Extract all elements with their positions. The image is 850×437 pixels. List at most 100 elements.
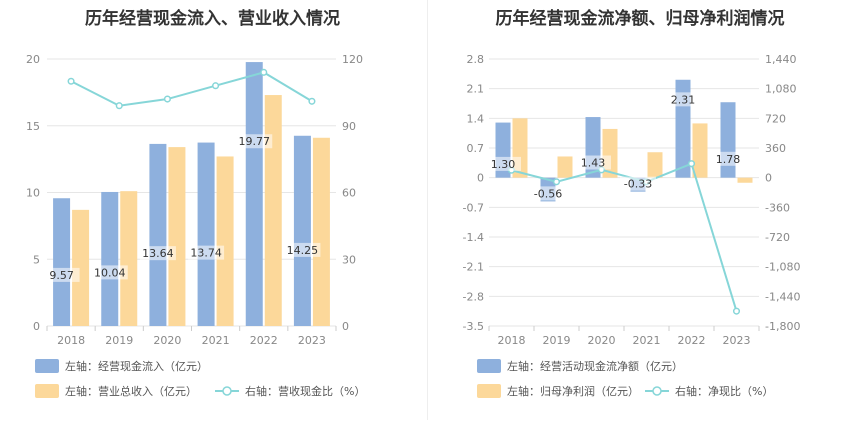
right-bar-label-bg — [710, 151, 746, 166]
right-bar-secondary — [692, 123, 708, 178]
left-left-tick-label: 5 — [33, 253, 40, 266]
left-bar-primary — [245, 62, 263, 327]
right-x-tick-label: 2021 — [633, 334, 661, 347]
right-left-tick-label: 0.7 — [467, 142, 485, 155]
left-legend-line-marker — [222, 386, 232, 396]
left-x-tick-label: 2018 — [57, 334, 85, 347]
left-bar-primary — [101, 191, 119, 326]
left-x-tick-label: 2023 — [298, 334, 326, 347]
left-bar-primary — [293, 135, 311, 326]
left-chart-title: 历年经营现金流入、营业收入情况 — [85, 9, 340, 29]
left-right-tick-label: 30 — [342, 253, 356, 266]
right-right-tick-label: 1,440 — [765, 53, 797, 66]
left-right-tick-label: 60 — [342, 187, 356, 200]
left-bar-label-bg — [43, 267, 80, 282]
right-bar-label: 1.78 — [716, 153, 741, 166]
left-bar-label-bg — [139, 246, 176, 261]
right-right-tick-label: 1,080 — [765, 83, 797, 96]
left-right-tick-label: 90 — [342, 120, 356, 133]
left-bar-label: 13.64 — [142, 247, 174, 260]
left-bar-primary — [53, 198, 71, 326]
left-x-tick-label: 2021 — [202, 334, 230, 347]
left-ratio-line — [70, 71, 313, 107]
left-ratio-point — [115, 102, 123, 110]
right-bar-label: 1.43 — [581, 157, 606, 170]
left-left-tick-label: 15 — [26, 120, 40, 133]
right-right-tick-label: -720 — [765, 231, 790, 244]
right-ratio-point — [552, 178, 561, 186]
left-bar-label-bg — [284, 242, 321, 257]
left-bar-secondary — [264, 95, 282, 326]
left-bar-label: 9.57 — [49, 269, 74, 282]
right-left-tick-label: -2.8 — [463, 290, 484, 303]
right-legend-swatch-secondary — [477, 384, 501, 398]
right-bar-label: -0.56 — [534, 187, 562, 200]
left-left-tick-label: 0 — [33, 320, 40, 333]
left-x-tick-label: 2020 — [153, 334, 181, 347]
right-legend-label-primary: 左轴：经营活动现金流净额（亿元） — [507, 359, 683, 373]
left-bar-primary — [197, 142, 215, 326]
right-right-tick-label: 360 — [765, 142, 786, 155]
right-bar-primary — [720, 102, 736, 178]
right-left-tick-label: 0 — [477, 172, 484, 185]
left-bar-label: 14.25 — [287, 244, 319, 257]
left-right-tick-label: 0 — [342, 320, 349, 333]
left-bar-label: 13.74 — [190, 247, 222, 260]
right-bar-label-bg — [575, 155, 611, 170]
right-ratio-point — [687, 160, 696, 168]
right-ratio-point — [732, 307, 741, 315]
right-right-tick-label: 0 — [765, 172, 772, 185]
left-ratio-point — [67, 77, 75, 85]
right-bar-label-bg — [665, 92, 701, 107]
right-left-tick-label: 1.4 — [467, 112, 485, 125]
right-bar-label: -0.33 — [624, 178, 652, 191]
right-chart-title: 历年经营现金流净额、归母净利润情况 — [495, 9, 785, 29]
right-x-tick-label: 2018 — [498, 334, 526, 347]
right-left-tick-label: 2.1 — [467, 83, 485, 96]
left-ratio-point — [212, 82, 220, 90]
right-bar-label: 1.30 — [491, 158, 516, 171]
right-left-tick-label: -2.1 — [463, 261, 484, 274]
left-legend-label-secondary: 左轴：营业总收入（亿元） — [65, 384, 197, 398]
right-right-tick-label: -1,440 — [765, 290, 800, 303]
left-bar-label-bg — [236, 134, 273, 149]
right-bar-secondary — [737, 177, 753, 183]
right-right-tick-label: -360 — [765, 201, 790, 214]
left-bar-primary — [149, 143, 167, 326]
left-bar-secondary — [312, 137, 330, 326]
left-left-tick-label: 20 — [26, 53, 40, 66]
right-bar-label-bg — [530, 186, 566, 201]
left-legend-label-line: 右轴：营收现金比（%） — [245, 384, 365, 398]
left-ratio-point — [260, 68, 268, 76]
left-ratio-point — [163, 95, 171, 103]
right-x-tick-label: 2020 — [588, 334, 616, 347]
left-legend-label-primary: 左轴：经营现金流入（亿元） — [65, 359, 208, 373]
right-legend-label-line: 右轴：净现比（%） — [675, 384, 773, 398]
right-ratio-line — [511, 162, 738, 312]
right-bar-label-bg — [485, 156, 521, 171]
left-x-tick-label: 2019 — [105, 334, 133, 347]
panel-divider — [427, 0, 428, 420]
left-bar-secondary — [120, 191, 138, 326]
right-bar-secondary — [647, 152, 663, 178]
right-x-tick-label: 2023 — [723, 334, 751, 347]
left-bar-label-bg — [91, 265, 128, 280]
left-bar-label: 10.04 — [94, 266, 126, 279]
left-bar-label: 19.77 — [239, 135, 271, 148]
left-bar-secondary — [216, 156, 234, 326]
right-bar-label: 2.31 — [671, 93, 696, 106]
right-legend-line-marker — [652, 386, 662, 396]
left-bar-secondary — [168, 147, 186, 326]
right-right-tick-label: -1,080 — [765, 261, 800, 274]
left-x-tick-label: 2022 — [250, 334, 278, 347]
right-left-tick-label: -1.4 — [463, 231, 484, 244]
right-left-tick-label: 2.8 — [467, 53, 485, 66]
left-bar-label-bg — [188, 245, 225, 260]
left-legend-swatch-secondary — [35, 384, 59, 398]
right-right-tick-label: -1,800 — [765, 320, 800, 333]
left-ratio-point — [308, 97, 316, 105]
right-left-tick-label: -0.7 — [463, 201, 484, 214]
right-bar-label-bg — [620, 176, 656, 191]
